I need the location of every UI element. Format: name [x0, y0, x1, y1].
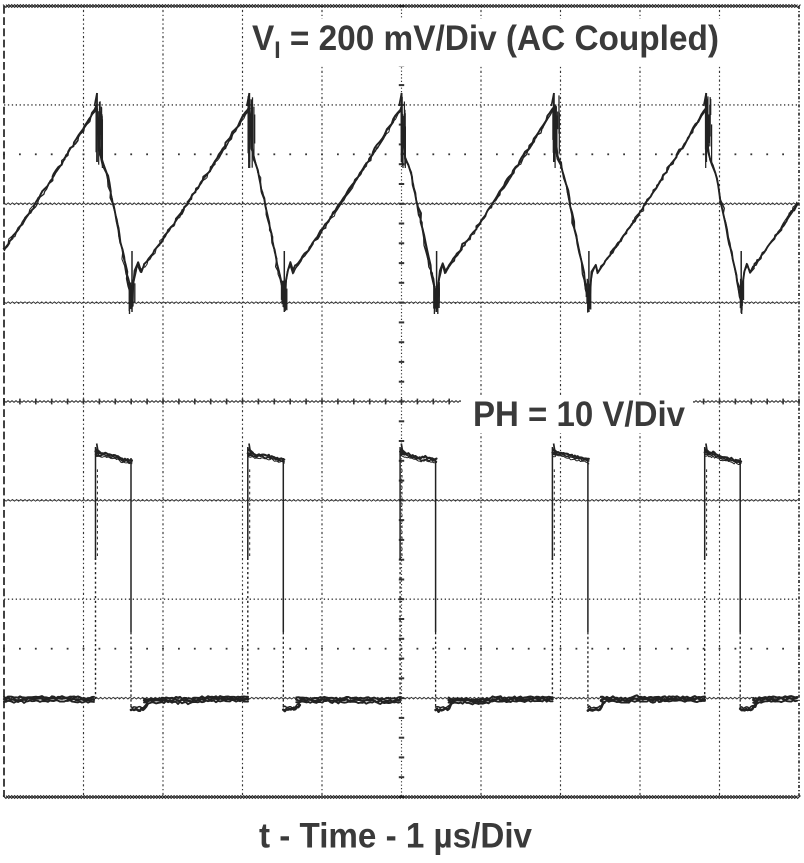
svg-text:PH = 10 V/Div: PH = 10 V/Div	[473, 395, 685, 434]
svg-text:t - Time - 1 µs/Div: t - Time - 1 µs/Div	[259, 817, 532, 856]
svg-text:VI = 200 mV/Div (AC Coupled): VI = 200 mV/Div (AC Coupled)	[252, 19, 719, 64]
